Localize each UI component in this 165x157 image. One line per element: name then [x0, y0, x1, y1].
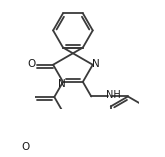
Text: O: O [21, 142, 30, 152]
Text: NH: NH [106, 90, 120, 100]
Text: O: O [28, 59, 36, 69]
Text: N: N [58, 79, 66, 89]
Text: N: N [92, 59, 100, 69]
